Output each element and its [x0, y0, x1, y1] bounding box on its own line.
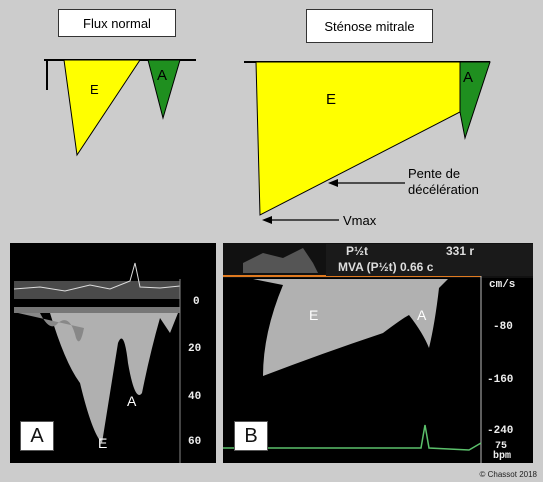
panel-a-tick: 0 — [193, 296, 200, 308]
panel-b-a-label: A — [417, 307, 427, 323]
slope-label-line1: Pente de — [408, 166, 460, 181]
panel-b-header: P½t 331 r MVA (P½t) 0.66 c — [326, 244, 533, 276]
panel-a-tick: 60 — [188, 436, 202, 448]
slope-label-line2: décélération — [408, 182, 479, 197]
panel-a-tick: 40 — [188, 391, 202, 403]
panel-b-noise-top — [243, 248, 318, 273]
normal-e-wave — [63, 59, 141, 157]
panel-a-e-label: E — [98, 435, 108, 451]
normal-flow-title: Flux normal — [58, 9, 176, 37]
doppler-panel-b: P½t 331 r MVA (P½t) 0.66 c cm/s -80 -160… — [223, 243, 533, 463]
panel-b-tick: -80 — [493, 321, 513, 333]
normal-a-label: A — [157, 67, 167, 84]
copyright: © Chassot 2018 — [479, 470, 537, 479]
panel-a-ecg-band — [14, 281, 180, 299]
panel-a-doppler-envelope — [18, 313, 178, 443]
panel-a-signal — [13, 262, 181, 463]
panel-b-rate: 75 — [495, 441, 508, 452]
panel-a-noise — [18, 313, 84, 342]
panel-a-a-label: A — [127, 393, 137, 409]
panel-b-rate-unit: bpm — [493, 451, 512, 462]
panel-a-baseline — [14, 307, 180, 313]
normal-e-label: E — [90, 82, 99, 97]
panel-a-tick: 20 — [188, 343, 202, 355]
vmax-label: Vmax — [343, 213, 377, 228]
panel-b-mva: MVA (P½t) 0.66 c — [338, 260, 434, 274]
flow-diagrams: E A E A Pente de décélération Vmax — [44, 59, 491, 228]
vmax-arrowhead — [262, 216, 272, 224]
panel-b-tick: -160 — [487, 374, 514, 386]
stenosis-a-wave — [459, 61, 491, 140]
stenosis-e-label: E — [326, 91, 336, 108]
panel-b-tick: -240 — [487, 425, 514, 437]
normal-a-wave — [147, 59, 181, 120]
stenosis-title: Sténose mitrale — [306, 9, 433, 43]
panel-b-e-label: E — [309, 307, 319, 323]
slope-arrowhead — [328, 179, 338, 187]
doppler-panel-a: 0 20 40 60 A E A — [10, 243, 216, 463]
panel-b-pht-label: P½t — [346, 244, 369, 258]
panel-b-ecg — [223, 424, 482, 451]
panel-b-unit: cm/s — [489, 279, 516, 291]
panel-b-label: B — [234, 421, 268, 451]
panel-b-doppler-envelope — [253, 279, 448, 376]
panel-b-pht-value: 331 r — [446, 244, 475, 258]
panel-a-ecg — [13, 262, 181, 292]
panel-a-label: A — [20, 421, 54, 451]
stenosis-a-label: A — [463, 69, 473, 86]
